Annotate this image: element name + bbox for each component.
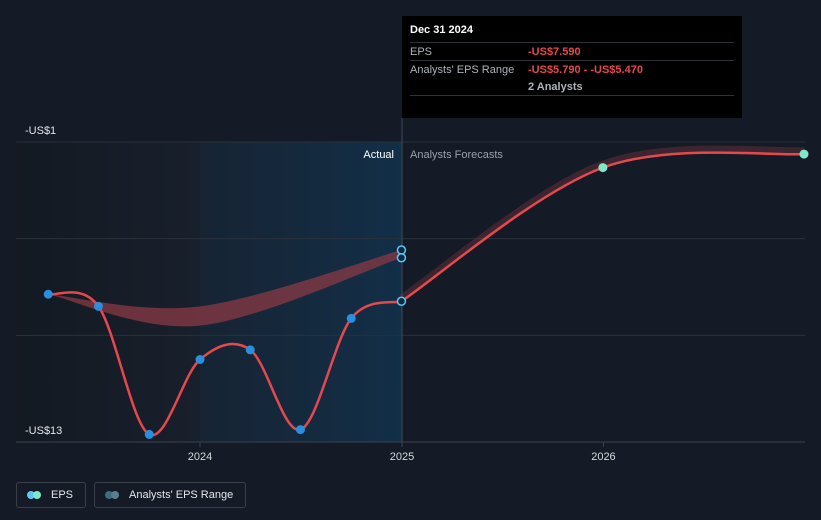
eps-point-4 xyxy=(245,345,255,355)
forecast-point-0 xyxy=(598,163,608,173)
eps-point-1 xyxy=(93,301,103,311)
eps-forecast-line xyxy=(400,151,805,303)
tooltip-range-label: Analysts' EPS Range xyxy=(410,63,515,76)
legend: EPS Analysts' EPS Range xyxy=(16,482,247,508)
eps-point-2 xyxy=(144,429,154,439)
actual-section-label: Actual xyxy=(363,149,394,161)
eps-point-5 xyxy=(295,425,305,435)
eps-point-7 xyxy=(396,296,407,307)
tooltip-date: Dec 31 2024 xyxy=(410,24,473,36)
tooltip-analysts-count: 2 Analysts xyxy=(528,80,583,93)
tooltip-eps-row: EPS -US$7.590 xyxy=(410,42,734,60)
legend-range-button[interactable]: Analysts' EPS Range xyxy=(94,482,247,508)
eps-point-0 xyxy=(43,289,53,299)
y-axis-bottom-label: -US$13 xyxy=(25,425,62,437)
tooltip-range-row: Analysts' EPS Range -US$5.790 - -US$5.47… xyxy=(410,60,734,78)
tooltip-spacer-row xyxy=(410,95,734,122)
legend-eps-button[interactable]: EPS xyxy=(16,482,87,508)
y-axis-top-label: -US$1 xyxy=(25,125,56,137)
tooltip-range-value: -US$5.790 - -US$5.470 xyxy=(528,63,643,76)
x-tick-label-2024: 2024 xyxy=(188,451,212,463)
tooltip: Dec 31 2024 EPS -US$7.590 Analysts' EPS … xyxy=(402,16,742,118)
tooltip-eps-label: EPS xyxy=(410,45,433,58)
tooltip-eps-value: -US$7.590 xyxy=(528,45,581,58)
x-tick-label-2025: 2025 xyxy=(390,451,414,463)
range-point-0 xyxy=(396,245,407,255)
eps-legend-icon xyxy=(27,491,43,499)
eps-actual-line xyxy=(47,291,402,437)
forecast-point-1 xyxy=(799,149,809,159)
range-point-1 xyxy=(396,253,407,263)
eps-point-3 xyxy=(195,355,205,364)
eps-point-6 xyxy=(346,313,356,323)
past-shade xyxy=(16,142,200,442)
range-legend-icon xyxy=(105,491,121,499)
legend-eps-label: EPS xyxy=(51,489,74,501)
tooltip-analysts-row: 2 Analysts xyxy=(410,78,734,95)
forecast-section-label: Analysts Forecasts xyxy=(410,149,503,161)
x-tick-label-2026: 2026 xyxy=(591,451,615,463)
legend-range-label: Analysts' EPS Range xyxy=(129,489,234,501)
analysts-eps-range-band xyxy=(48,250,402,327)
